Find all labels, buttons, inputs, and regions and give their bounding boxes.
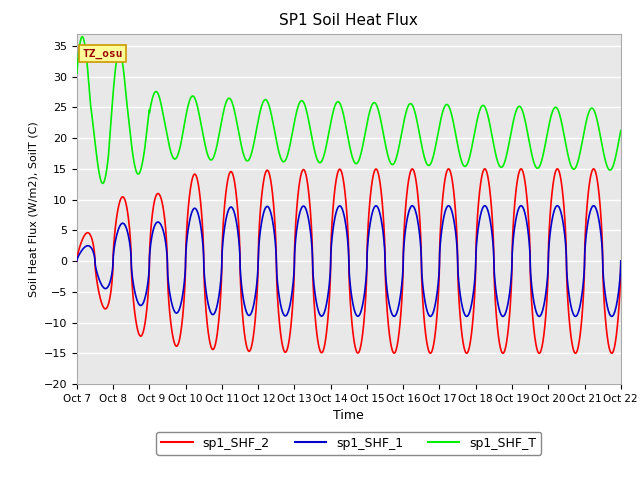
Y-axis label: Soil Heat Flux (W/m2), SoilT (C): Soil Heat Flux (W/m2), SoilT (C) bbox=[28, 121, 38, 297]
X-axis label: Time: Time bbox=[333, 409, 364, 422]
sp1_SHF_T bbox=[258, 103, 266, 108]
sp1_SHF_T bbox=[588, 106, 595, 111]
sp1_SHF_1 bbox=[617, 258, 625, 264]
sp1_SHF_2 bbox=[330, 192, 338, 198]
sp1_SHF_1 bbox=[258, 219, 266, 225]
sp1_SHF_2 bbox=[258, 193, 266, 199]
Legend: sp1_SHF_2, sp1_SHF_1, sp1_SHF_T: sp1_SHF_2, sp1_SHF_1, sp1_SHF_T bbox=[156, 432, 541, 455]
Line: sp1_SHF_1: sp1_SHF_1 bbox=[77, 206, 621, 316]
Text: TZ_osu: TZ_osu bbox=[82, 48, 123, 59]
sp1_SHF_T bbox=[617, 128, 625, 133]
sp1_SHF_2 bbox=[589, 166, 597, 172]
sp1_SHF_1 bbox=[73, 258, 81, 264]
sp1_SHF_1 bbox=[594, 213, 602, 218]
sp1_SHF_T bbox=[73, 71, 81, 76]
sp1_SHF_1 bbox=[330, 218, 338, 224]
sp1_SHF_1 bbox=[588, 206, 595, 212]
sp1_SHF_2 bbox=[608, 350, 616, 356]
sp1_SHF_2 bbox=[73, 258, 81, 264]
sp1_SHF_2 bbox=[594, 182, 602, 188]
sp1_SHF_2 bbox=[588, 171, 595, 177]
sp1_SHF_2 bbox=[470, 296, 478, 301]
sp1_SHF_1 bbox=[486, 216, 493, 221]
sp1_SHF_T bbox=[486, 122, 493, 128]
sp1_SHF_2 bbox=[486, 187, 493, 192]
sp1_SHF_1 bbox=[608, 313, 616, 319]
Title: SP1 Soil Heat Flux: SP1 Soil Heat Flux bbox=[280, 13, 418, 28]
sp1_SHF_2 bbox=[617, 258, 625, 264]
Line: sp1_SHF_2: sp1_SHF_2 bbox=[77, 169, 621, 353]
sp1_SHF_T bbox=[594, 121, 602, 127]
sp1_SHF_1 bbox=[470, 281, 478, 287]
sp1_SHF_T bbox=[331, 105, 339, 110]
sp1_SHF_T bbox=[471, 130, 479, 136]
sp1_SHF_T bbox=[99, 180, 106, 186]
Line: sp1_SHF_T: sp1_SHF_T bbox=[77, 37, 621, 183]
sp1_SHF_1 bbox=[589, 203, 597, 209]
sp1_SHF_T bbox=[79, 34, 86, 40]
